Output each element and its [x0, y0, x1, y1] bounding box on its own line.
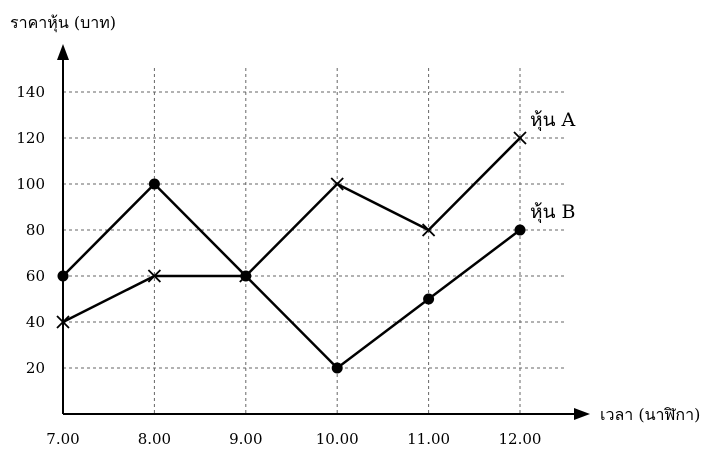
data-point-dot: [240, 270, 252, 282]
data-point-dot: [331, 362, 343, 374]
x-axis-title: เวลา (นาฬิกา): [600, 405, 700, 424]
y-tick-label: 20: [26, 359, 45, 377]
y-tick-label: 120: [16, 129, 45, 147]
data-point-dot: [148, 178, 160, 190]
y-tick-label: 100: [16, 175, 45, 193]
series-line-a: [62, 137, 521, 324]
series-lines: [62, 137, 521, 370]
data-point-cross: [147, 269, 162, 283]
y-tick-label: 40: [26, 313, 45, 331]
x-tick-label: 11.00: [407, 430, 450, 448]
data-point-dot: [514, 224, 526, 236]
y-axis-title: ราคาหุ้น (บาท): [10, 13, 116, 33]
axes: [57, 44, 590, 420]
data-point-cross: [330, 177, 344, 191]
x-tick-label: 7.00: [46, 430, 79, 448]
x-tick-label: 10.00: [316, 430, 359, 448]
y-axis-arrow-icon: [57, 44, 69, 60]
y-tick-label: 140: [16, 83, 45, 101]
data-point-cross: [56, 315, 70, 329]
data-point-cross: [421, 223, 436, 237]
y-tick-label: 60: [26, 267, 45, 285]
series-line-b: [62, 182, 521, 370]
x-tick-label: 9.00: [229, 430, 262, 448]
x-tick-labels: 7.00 8.00 9.00 10.00 11.00 12.00: [46, 430, 541, 448]
series-label-a: หุ้น A: [530, 109, 576, 132]
x-tick-label: 8.00: [138, 430, 171, 448]
x-tick-label: 12.00: [499, 430, 542, 448]
y-tick-label: 80: [26, 221, 45, 239]
series-label-b: หุ้น B: [530, 201, 576, 224]
x-axis-arrow-icon: [574, 408, 590, 420]
data-point-dot: [57, 270, 69, 282]
data-point-cross: [513, 131, 527, 145]
series-markers: [56, 131, 527, 374]
grid-lines: [63, 68, 564, 414]
y-tick-labels: 20 40 60 80 100 120 140: [16, 83, 45, 377]
data-point-dot: [423, 293, 435, 305]
